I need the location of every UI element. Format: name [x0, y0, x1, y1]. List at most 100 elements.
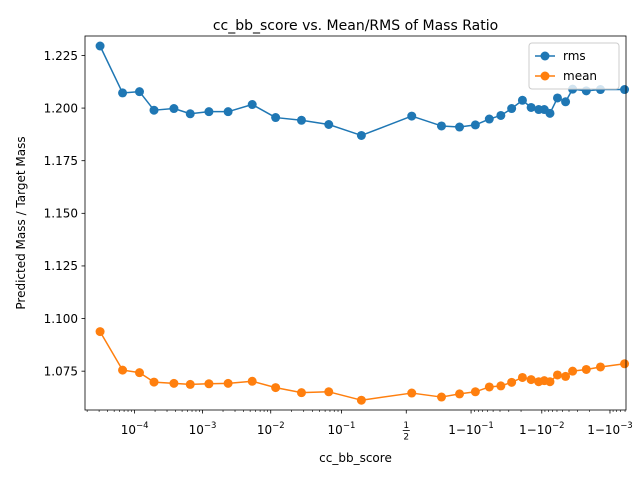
data-point-mean [324, 387, 334, 397]
y-tick-label: 1.150 [44, 207, 78, 221]
data-point-rms [296, 115, 306, 125]
x-tick-label: 1−10−2 [519, 421, 565, 437]
x-tick-base: 10 [257, 423, 272, 437]
data-point-rms [545, 108, 555, 118]
data-point-mean [581, 364, 591, 374]
data-point-rms [496, 110, 506, 120]
x-tick-label: 10−4 [121, 421, 149, 437]
data-point-mean [496, 381, 506, 391]
data-point-rms [407, 111, 417, 121]
x-tick-label: 10−3 [189, 421, 217, 437]
x-tick-label: 12 [402, 421, 410, 443]
data-point-mean [470, 387, 480, 397]
data-point-mean [545, 377, 555, 387]
data-point-mean [595, 362, 605, 372]
y-tick-label: 1.075 [44, 364, 78, 378]
x-tick-label: 1−10−3 [587, 421, 633, 437]
data-point-rms [324, 120, 334, 129]
data-point-mean [507, 377, 517, 387]
svg-text:1−10−3: 1−10−3 [587, 421, 633, 437]
data-point-rms [185, 109, 195, 119]
data-point-rms [526, 102, 536, 112]
data-point-mean [455, 389, 465, 399]
legend-label-rms: rms [563, 49, 586, 63]
x-tick-label: 10−1 [328, 421, 356, 437]
svg-text:10−1: 10−1 [328, 421, 356, 437]
data-point-mean [568, 366, 578, 376]
svg-text:1−10−1: 1−10−1 [448, 421, 494, 437]
data-point-mean [552, 370, 562, 380]
data-point-rms [470, 120, 480, 130]
data-point-mean [436, 392, 446, 402]
x-tick-prefix: 1− [448, 423, 466, 437]
x-tick-frac-num: 1 [403, 421, 409, 431]
data-point-mean [169, 378, 179, 388]
data-point-rms [95, 41, 105, 51]
legend-box [528, 42, 620, 90]
data-point-mean [247, 376, 257, 386]
x-tick-exponent: −3 [620, 421, 633, 431]
x-tick-base: 10 [328, 423, 343, 437]
x-tick-exponent: −1 [343, 421, 356, 431]
data-point-mean [149, 377, 159, 387]
x-tick-exponent: −3 [204, 421, 217, 431]
data-point-mean [185, 379, 195, 389]
legend-label-mean: mean [563, 69, 597, 83]
y-tick-label: 1.100 [44, 312, 78, 326]
y-tick-label: 1.225 [44, 49, 78, 63]
legend: rms mean [528, 42, 620, 90]
data-point-rms [620, 85, 630, 95]
x-axis-label: cc_bb_score [319, 451, 392, 465]
data-point-mean [356, 395, 366, 405]
svg-text:1−10−2: 1−10−2 [519, 421, 565, 437]
data-point-mean [407, 388, 417, 398]
x-tick-base: 10 [605, 423, 620, 437]
x-tick-prefix: 1− [587, 423, 605, 437]
legend-marker-rms [540, 51, 550, 61]
y-tick-label: 1.200 [44, 101, 78, 115]
data-point-rms [247, 100, 257, 110]
y-tick-label: 1.125 [44, 259, 78, 273]
y-tick-label: 1.175 [44, 154, 78, 168]
data-point-rms [118, 88, 128, 98]
data-point-mean [526, 375, 536, 385]
x-tick-exponent: −4 [136, 421, 149, 431]
plot-area [85, 36, 626, 410]
data-point-mean [134, 368, 144, 378]
x-tick-label: 1−10−1 [448, 421, 494, 437]
axes-frame [84, 35, 627, 411]
y-axis-label: Predicted Mass / Target Mass [14, 136, 28, 309]
data-point-rms [149, 105, 159, 115]
data-point-rms [552, 93, 562, 103]
svg-text:10−4: 10−4 [121, 421, 149, 437]
data-point-mean [620, 359, 630, 369]
data-point-mean [271, 383, 281, 393]
svg-text:10−2: 10−2 [257, 421, 285, 437]
data-point-mean [118, 365, 128, 375]
x-tick-base: 10 [466, 423, 481, 437]
data-point-rms [134, 87, 144, 97]
x-tick-exponent: −1 [481, 421, 494, 431]
data-point-rms [484, 114, 494, 124]
data-point-rms [455, 122, 465, 132]
x-tick-base: 10 [121, 423, 136, 437]
x-tick-label: 10−2 [257, 421, 285, 437]
svg-text:10−3: 10−3 [189, 421, 217, 437]
x-tick-frac-den: 2 [403, 433, 409, 443]
data-point-mean [296, 388, 306, 398]
data-point-mean [204, 379, 214, 389]
data-point-mean [223, 378, 233, 388]
data-point-rms [507, 104, 517, 114]
legend-marker-mean [540, 71, 550, 81]
x-tick-prefix: 1− [519, 423, 537, 437]
data-point-rms [436, 121, 446, 131]
data-point-rms [356, 130, 366, 140]
x-tick-base: 10 [189, 423, 204, 437]
data-point-rms [517, 95, 527, 105]
x-tick-exponent: −2 [552, 421, 565, 431]
data-point-rms [271, 113, 281, 123]
data-point-rms [561, 97, 571, 107]
data-point-rms [204, 107, 214, 117]
